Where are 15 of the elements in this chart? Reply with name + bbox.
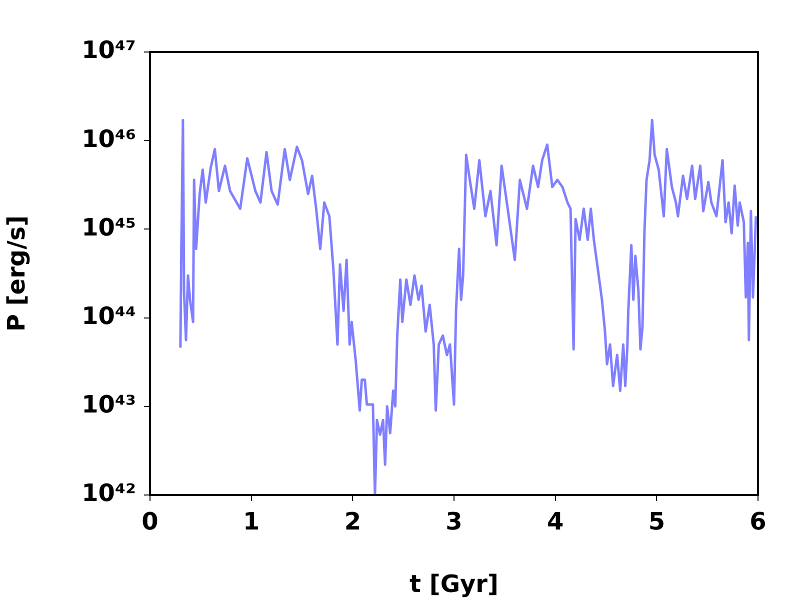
y-tick-label: 10⁴² [82, 479, 136, 508]
x-tick-label: 5 [648, 508, 666, 536]
y-tick-label: 10⁴⁴ [82, 302, 136, 330]
x-tick-label: 6 [750, 508, 766, 536]
x-tick-label: 2 [344, 508, 362, 536]
x-tick-label: 4 [546, 508, 564, 536]
y-axis-title: P [erg/s] [2, 215, 31, 332]
y-tick-label: 10⁴⁶ [82, 124, 136, 153]
y-tick-label: 10⁴³ [82, 390, 136, 419]
x-tick-label: 0 [142, 508, 158, 536]
x-axis-title: t [Gyr] [410, 570, 498, 598]
y-tick-label: 10⁴⁷ [82, 36, 136, 64]
x-tick-label: 3 [446, 508, 462, 536]
x-tick-label: 1 [242, 508, 260, 536]
y-tick-label: 10⁴⁵ [82, 213, 136, 242]
